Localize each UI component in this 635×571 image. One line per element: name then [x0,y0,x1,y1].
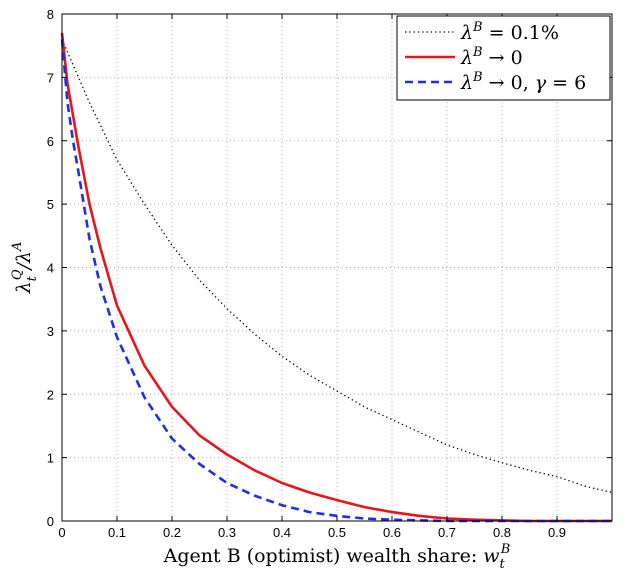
y-tick-label: 3 [47,324,54,339]
ticks [61,13,612,522]
x-tick-label: 0.3 [218,525,236,540]
y-tick-label: 4 [47,261,54,276]
y-tick-label: 5 [47,197,54,212]
x-tick-label: 0 [58,525,65,540]
y-tick-label: 7 [47,70,54,85]
legend: λB = 0.1% λB → 0 λB → 0, γ = 6 [396,15,611,101]
x-tick-label: 0.1 [108,525,126,540]
y-axis-label-sub: t [25,275,40,281]
y-axis-label-sup: Q [10,269,25,280]
tick-labels: 0 0.1 0.2 0.3 0.4 0.5 0.6 0.7 0.8 0.9 0 1 2 3 4 5 6 7 8 [47,7,566,540]
x-axis-label: Agent B (optimist) wealth share: wtB [163,542,511,571]
legend-label-lambda-to-0: λB → 0 [460,45,523,69]
series-line-0 [61,39,613,494]
x-axis-label-sub: t [500,557,506,571]
y-axis-label-rest: /λ [13,251,35,271]
y-axis-label-lambda: λ [13,281,35,294]
x-axis-label-var: w [483,545,499,567]
x-tick-label: 0.8 [493,525,511,540]
x-axis-label-main: Agent B (optimist) wealth share: [163,545,484,567]
y-tick-label: 6 [47,134,54,149]
y-tick-label: 1 [47,451,54,466]
y-tick-label: 8 [47,7,54,22]
legend-label-lambda-0.1pct: λB = 0.1% [460,20,559,44]
x-tick-label: 0.7 [438,525,456,540]
y-tick-label: 2 [47,387,54,402]
x-tick-label: 0.6 [383,525,401,540]
legend-label-lambda-to-0-gamma-6: λB → 0, γ = 6 [460,70,586,94]
y-axis-label: λtQ/λA [10,242,40,295]
x-tick-label: 0.9 [548,525,566,540]
x-tick-label: 0.4 [273,525,291,540]
y-tick-label: 0 [47,514,54,529]
x-axis-label-sup: B [500,542,511,557]
x-tick-label: 0.2 [163,525,181,540]
x-tick-label: 0.5 [328,525,346,540]
y-axis-label-sup2: A [10,242,25,252]
